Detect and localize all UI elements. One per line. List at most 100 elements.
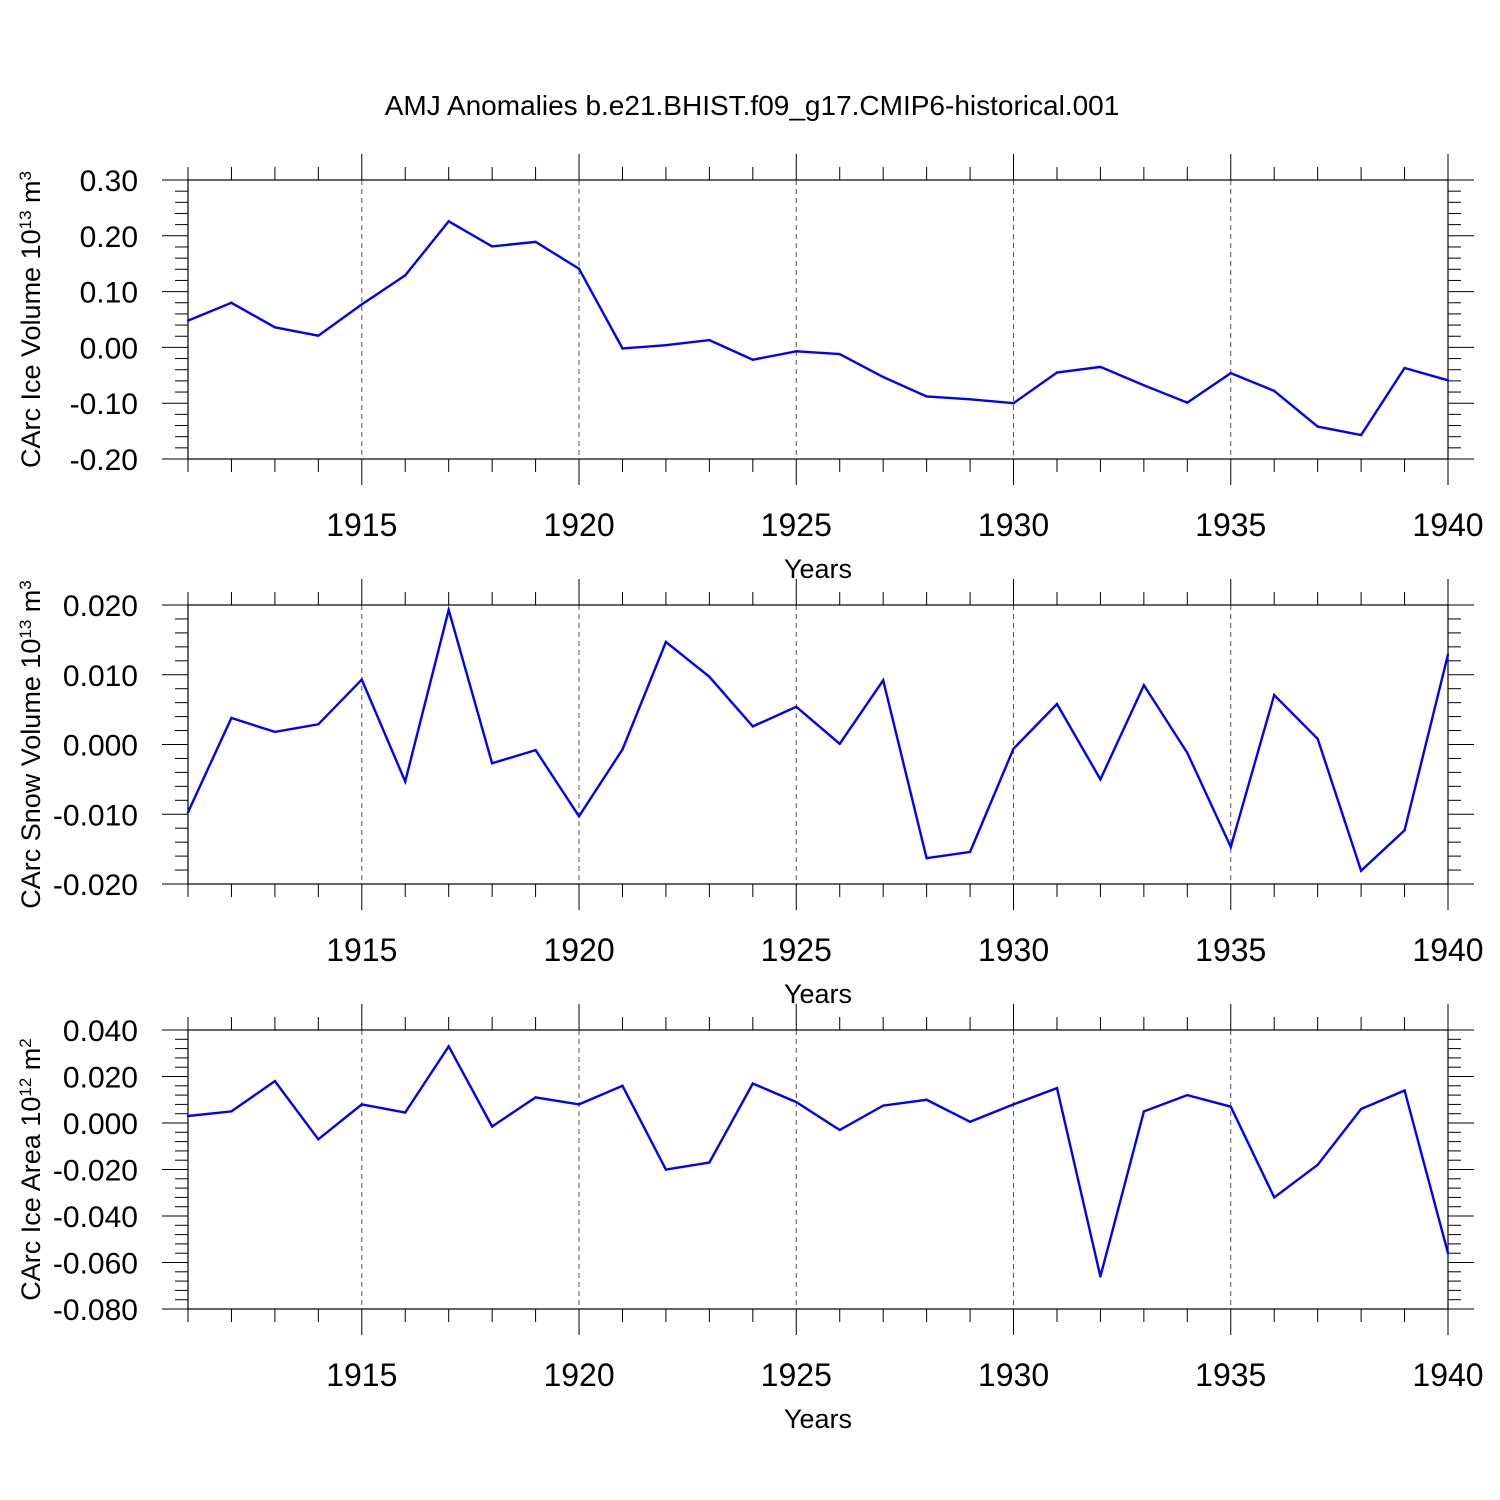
x-tick-label: 1920 [543,507,614,543]
y-tick-label: 0.020 [63,590,138,623]
data-point [186,319,190,322]
y-axis-label-superscript: 3 [16,580,35,589]
data-point [1055,702,1059,706]
y-tick-label: -0.20 [70,444,138,477]
data-point [447,608,450,612]
data-point [1403,829,1406,832]
data-point [404,1111,407,1114]
y-axis-label-superscript: 13 [16,620,35,639]
y-tick-label: 0.040 [63,1015,138,1048]
data-point [360,303,363,306]
data-point [968,398,972,401]
data-point [1186,751,1189,755]
data-point [577,1103,581,1106]
data-point [1403,1089,1406,1092]
data-point [708,1161,711,1164]
data-point [1186,1093,1189,1097]
data-point [230,716,233,720]
data-point [881,375,885,379]
data-point [1099,1275,1102,1278]
x-axis-label: Years [784,979,852,1009]
data-point [1229,1105,1232,1108]
series-line [186,605,1450,873]
y-axis-label-superscript: 12 [16,1078,35,1097]
chart-title: AMJ Anomalies b.e21.BHIST.f09_g17.CMIP6-… [385,90,1120,121]
plot-frame [187,1029,1449,1310]
x-tick-label: 1915 [326,1357,397,1393]
data-point [968,850,972,854]
data-point [925,395,928,398]
data-point [490,245,494,248]
y-axis-label-part: CArc Ice Area 10 [16,1097,46,1301]
data-point [881,679,885,682]
data-point [360,678,363,681]
data-point [1012,1103,1015,1106]
data-point [881,1104,885,1107]
data-point [1099,778,1102,781]
data-point [534,1096,537,1099]
x-tick-label: 1920 [543,1357,614,1393]
y-axis-label-superscript: 13 [16,210,35,229]
data-point [664,640,668,644]
data-point [1446,379,1450,382]
data-point [795,350,798,353]
x-tick-label: 1935 [1195,1357,1266,1393]
data-point [447,1045,450,1048]
x-axis-label: Years [784,554,852,584]
x-tick-label: 1925 [761,507,832,543]
x-tick-label: 1935 [1195,932,1266,968]
data-point [795,1100,798,1104]
data-point [838,742,841,746]
x-tick-label: 1930 [978,507,1049,543]
x-tick-label: 1940 [1412,932,1483,968]
x-tick-label: 1930 [978,932,1049,968]
data-point [577,815,581,818]
chart-panel-2: -0.020 -0.010 0.000 0.010 0.020 1915 1920 1925 1… [16,579,1484,1009]
data-point [1012,747,1015,750]
data-point [1229,845,1232,849]
data-point [1446,1252,1450,1255]
chart-panel-1: -0.20 -0.10 0.00 0.10 0.20 0.30 1915 1920 1925 19… [16,154,1484,584]
data-point [1055,371,1059,374]
data-point [1359,433,1363,437]
data-point [621,347,624,350]
data-point [317,1138,320,1141]
data-point [317,334,320,337]
y-axis-label: CArc Ice Volume 1013 m3 [16,171,47,468]
y-tick-label: 0.00 [80,332,138,365]
chart-panel-3: -0.080 -0.060 -0.040 -0.020 0.000 0.020 0.040 1… [16,1004,1484,1434]
data-point [621,1084,624,1088]
y-axis-label-part: CArc Snow Volume 10 [16,639,46,909]
y-tick-label: 0.000 [63,730,138,763]
x-axis-label: Years [784,1404,852,1434]
chart-panels: -0.20 -0.10 0.00 0.10 0.20 0.30 1915 1920 1925 19… [16,154,1484,1434]
data-point [1403,366,1406,370]
y-axis-label-part: CArc Ice Volume 10 [16,229,46,468]
data-point [751,358,755,361]
y-axis-label-superscript: 2 [16,1038,35,1047]
data-point [186,1114,190,1118]
data-point [838,352,841,356]
y-axis-label: CArc Ice Area 1012 m2 [16,1038,47,1301]
y-tick-label: -0.10 [70,388,138,421]
data-point [838,1128,841,1132]
data-point [621,748,624,751]
y-axis-label-part: m [16,1048,46,1078]
series-line [187,1043,1450,1277]
data-point [1446,653,1450,656]
y-tick-label: 0.020 [63,1062,138,1095]
y-axis-label-part: m [16,590,46,620]
x-tick-label: 1930 [978,1357,1049,1393]
data-point [708,675,711,679]
data-point [534,240,537,244]
data-point [1055,1086,1059,1090]
data-point [968,1120,972,1124]
data-point [1142,684,1146,687]
data-point [1099,365,1102,369]
data-point [1142,384,1146,387]
data-point [1316,737,1319,741]
data-point [1273,693,1276,697]
y-axis-label-superscript: 3 [16,171,35,180]
y-tick-label: 0.000 [63,1108,138,1141]
